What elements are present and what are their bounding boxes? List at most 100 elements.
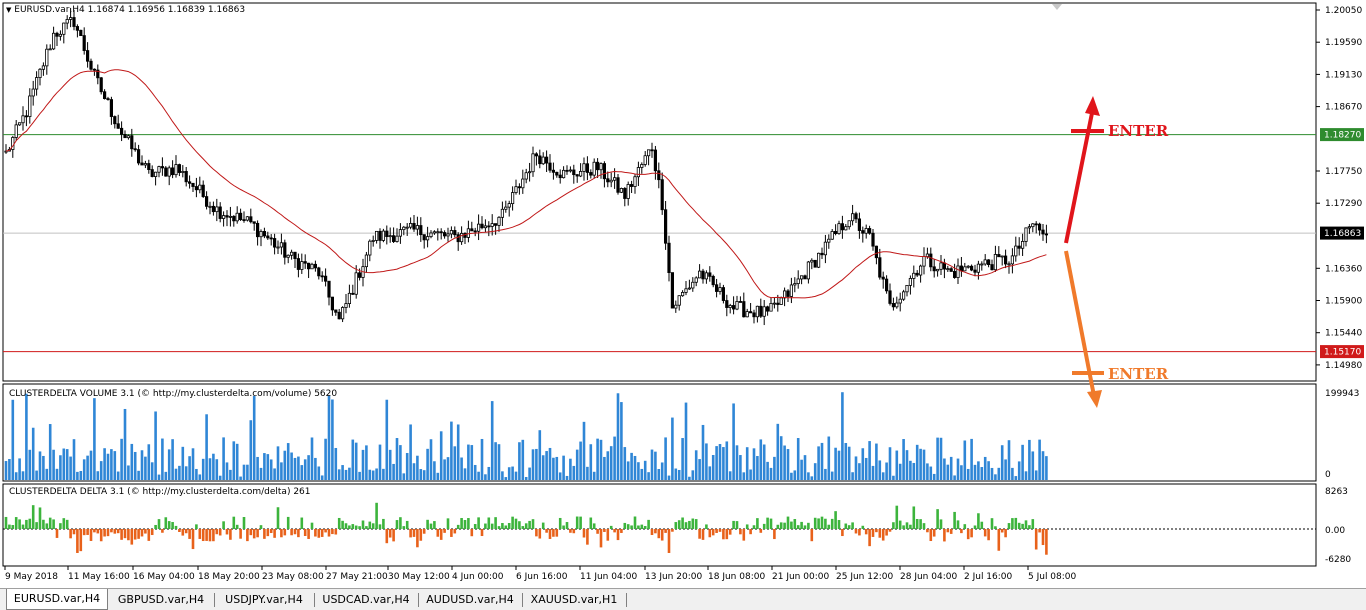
candle [851, 204, 855, 226]
volume-bar [732, 403, 735, 480]
candle [551, 162, 556, 180]
candle [650, 142, 654, 158]
chart-menu-triangle-icon[interactable]: ▼ [6, 6, 12, 14]
volume-bar [229, 469, 232, 480]
delta-bar [286, 516, 290, 529]
candle [317, 266, 321, 280]
delta-bar [494, 517, 497, 529]
delta-bar [820, 516, 824, 529]
delta-bar [395, 520, 399, 529]
tab-audusd[interactable]: AUDUSD.var,H4 [426, 593, 514, 606]
chart-shift-marker[interactable] [1052, 4, 1062, 10]
candle [391, 227, 396, 244]
candle [456, 232, 460, 251]
delta-bar [813, 517, 817, 529]
candle [582, 157, 586, 181]
volume-bar [361, 449, 365, 480]
tab-gbpusd[interactable]: GBPUSD.var,H4 [117, 593, 205, 606]
delta-bar [300, 517, 304, 529]
volume-bar [841, 392, 844, 480]
candle [48, 44, 52, 51]
candle [96, 64, 100, 85]
volume-bar [667, 475, 671, 480]
candle [660, 172, 664, 215]
delta-bar [708, 529, 712, 538]
candle [69, 7, 73, 28]
volume-bar [167, 449, 171, 480]
candle [17, 122, 22, 126]
candle [327, 280, 331, 306]
volume-bar [943, 458, 946, 480]
delta-bar [460, 518, 463, 529]
time-tick-label: 13 Jun 20:00 [645, 572, 702, 582]
volume-bar [759, 439, 763, 480]
delta-bar [31, 505, 35, 529]
candle [793, 277, 797, 293]
delta-bar [259, 525, 263, 529]
volume-bar [402, 473, 406, 480]
candle [983, 254, 987, 266]
volume-bar [973, 464, 977, 480]
delta-bar [69, 529, 72, 539]
volume-bar [511, 466, 514, 480]
delta-bar [178, 529, 181, 532]
delta-bar [538, 529, 542, 539]
delta-bar [388, 529, 392, 538]
enter-up-arrow[interactable] [1064, 96, 1104, 244]
tab-xauusd[interactable]: XAUUSD.var,H1 [530, 593, 618, 606]
delta-bar [477, 517, 480, 529]
delta-bar [429, 523, 433, 529]
delta-bar [419, 529, 423, 541]
volume-bar [191, 448, 195, 480]
delta-bar [623, 522, 627, 529]
volume-bar [504, 477, 508, 480]
candle [255, 220, 260, 246]
delta-bar [847, 525, 851, 529]
delta-bar [150, 529, 154, 536]
delta-bar [674, 522, 678, 529]
candle [541, 152, 545, 166]
volume-bar [35, 470, 38, 480]
candle [932, 259, 936, 278]
volume-bar [198, 474, 202, 480]
delta-bar [875, 529, 878, 533]
time-tick-label: 18 May 20:00 [198, 572, 260, 582]
candle [109, 96, 113, 125]
candle [398, 223, 403, 244]
delta-bar [174, 525, 178, 529]
delta-bar [48, 517, 52, 529]
volume-bar [579, 441, 582, 480]
volume-bar [711, 455, 715, 480]
candle [99, 77, 103, 95]
candle [949, 267, 953, 272]
candle [589, 169, 593, 179]
delta-indicator-title: CLUSTERDELTA DELTA 3.1 (© http://my.clus… [9, 487, 311, 497]
delta-bar [450, 529, 453, 537]
enter-down-arrow[interactable] [1064, 250, 1104, 408]
candle [62, 22, 66, 44]
candle [388, 227, 392, 243]
tab-usdjpy[interactable]: USDJPY.var,H4 [225, 593, 303, 606]
delta-bar [582, 529, 586, 538]
candle [868, 225, 872, 235]
delta-bar [858, 529, 861, 536]
delta-bar [337, 517, 341, 529]
chart-canvas[interactable]: 1.20050 1.19590 1.19130 1.18670 1.17750 1.172… [0, 0, 1366, 588]
candle [113, 115, 117, 129]
delta-bar [555, 529, 559, 537]
tab-eurusd[interactable]: EURUSD.var,H4 [6, 589, 108, 610]
volume-bar [997, 467, 1001, 480]
candle [636, 161, 641, 187]
volume-bar [980, 467, 984, 480]
volume-bar [773, 456, 776, 480]
delta-bar [664, 529, 667, 533]
candle [344, 294, 348, 314]
tab-usdcad[interactable]: USDCAD.var,H4 [322, 593, 410, 606]
delta-bar [96, 529, 100, 534]
candle [647, 149, 651, 166]
volume-bar [875, 443, 878, 480]
delta-bar [1028, 525, 1031, 529]
volume-bar [589, 444, 593, 480]
delta-bar [371, 523, 375, 529]
volume-bar [575, 449, 579, 480]
